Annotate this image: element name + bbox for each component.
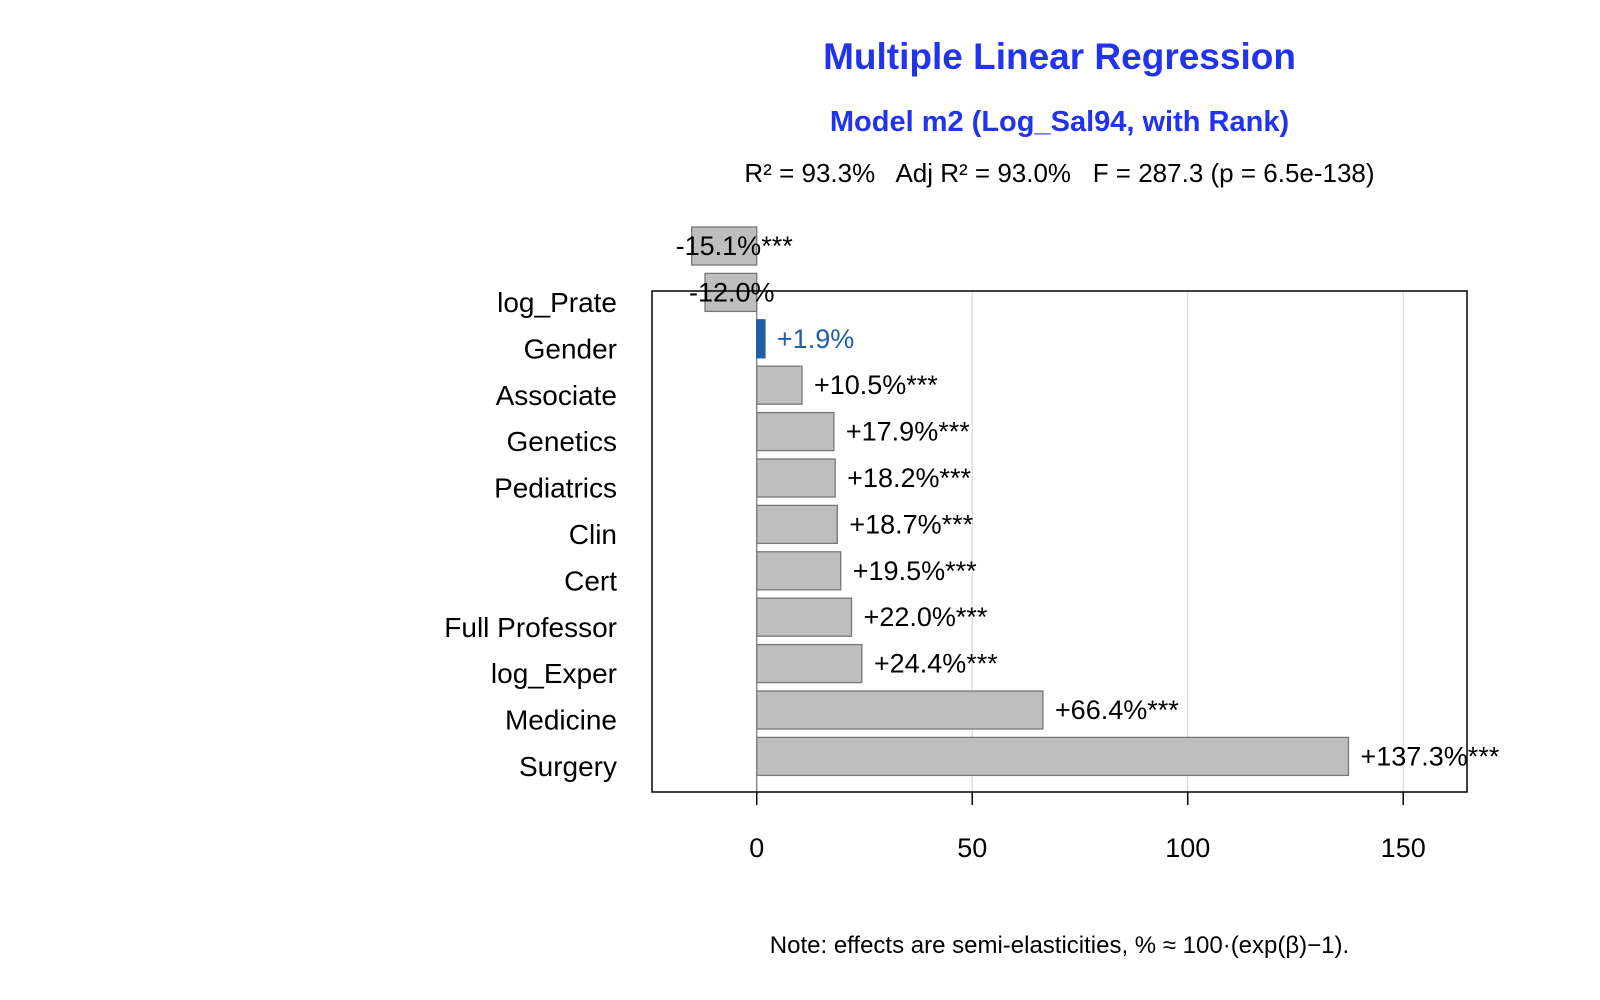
bar-value-label: -12.0%	[689, 277, 775, 307]
y-tick-label: log_Exper	[491, 658, 617, 689]
bar-value-labels: -15.1%*** -12.0%+1.9% +10.5%*** +17.9%*** +1…	[676, 231, 1500, 771]
bar	[756, 551, 842, 591]
x-tick-label: 0	[749, 833, 764, 863]
x-axis: 0 50 100 150	[749, 792, 1426, 863]
bar	[756, 319, 766, 359]
bar	[691, 226, 758, 266]
x-tick-label: 50	[957, 833, 987, 863]
bar-value-label: +137.3%***	[1360, 741, 1499, 771]
y-tick-label: Pediatrics	[494, 473, 617, 504]
bar	[756, 597, 853, 637]
y-tick-label: Surgery	[519, 751, 617, 782]
bar-value-label: +19.5%***	[853, 556, 977, 586]
bar	[756, 736, 1350, 777]
y-tick-label: Medicine	[505, 705, 617, 736]
y-tick-label: Clin	[569, 519, 617, 550]
bar-value-label: +24.4%***	[874, 649, 998, 679]
footnote: Note: effects are semi-elasticities, % ≈…	[769, 932, 1350, 959]
bar-value-label: +22.0%***	[864, 602, 988, 632]
bar-value-label: +17.9%***	[846, 417, 970, 447]
bar	[756, 411, 835, 452]
y-tick-label: log_Prate	[497, 287, 617, 318]
bar-value-label: +18.2%***	[847, 463, 971, 493]
y-tick-label: Associate	[496, 380, 617, 411]
bar-value-label: +1.9%	[777, 324, 854, 354]
y-tick-label: Cert	[564, 565, 617, 596]
y-tick-label: Genetics	[507, 426, 618, 457]
bar	[756, 690, 1044, 730]
bar-value-label: +66.4%***	[1055, 695, 1179, 725]
model-stats: R² = 93.3% Adj R² = 93.0% F = 287.3 (p =…	[744, 158, 1375, 188]
bar	[756, 458, 836, 498]
y-tick-label: Gender	[524, 333, 617, 364]
plot-frame	[651, 290, 1468, 793]
x-tick-label: 100	[1165, 833, 1210, 863]
x-tick-label: 150	[1381, 833, 1426, 863]
bar	[756, 643, 863, 684]
bars	[691, 226, 1350, 777]
bar-value-label: +18.7%***	[849, 509, 973, 539]
bar-value-label: +10.5%***	[814, 370, 938, 400]
bar-value-label: -15.1%***	[676, 231, 794, 261]
bar	[756, 504, 838, 545]
y-tick-label: Full Professor	[444, 612, 617, 643]
bar	[756, 365, 803, 405]
chart-title: Multiple Linear Regression	[823, 36, 1296, 77]
chart-subtitle: Model m2 (Log_Sal94, with Rank)	[829, 106, 1290, 138]
y-axis-labels: log_Prate Gender Associate Genetics Pediatri…	[444, 287, 617, 782]
bar	[704, 272, 758, 313]
